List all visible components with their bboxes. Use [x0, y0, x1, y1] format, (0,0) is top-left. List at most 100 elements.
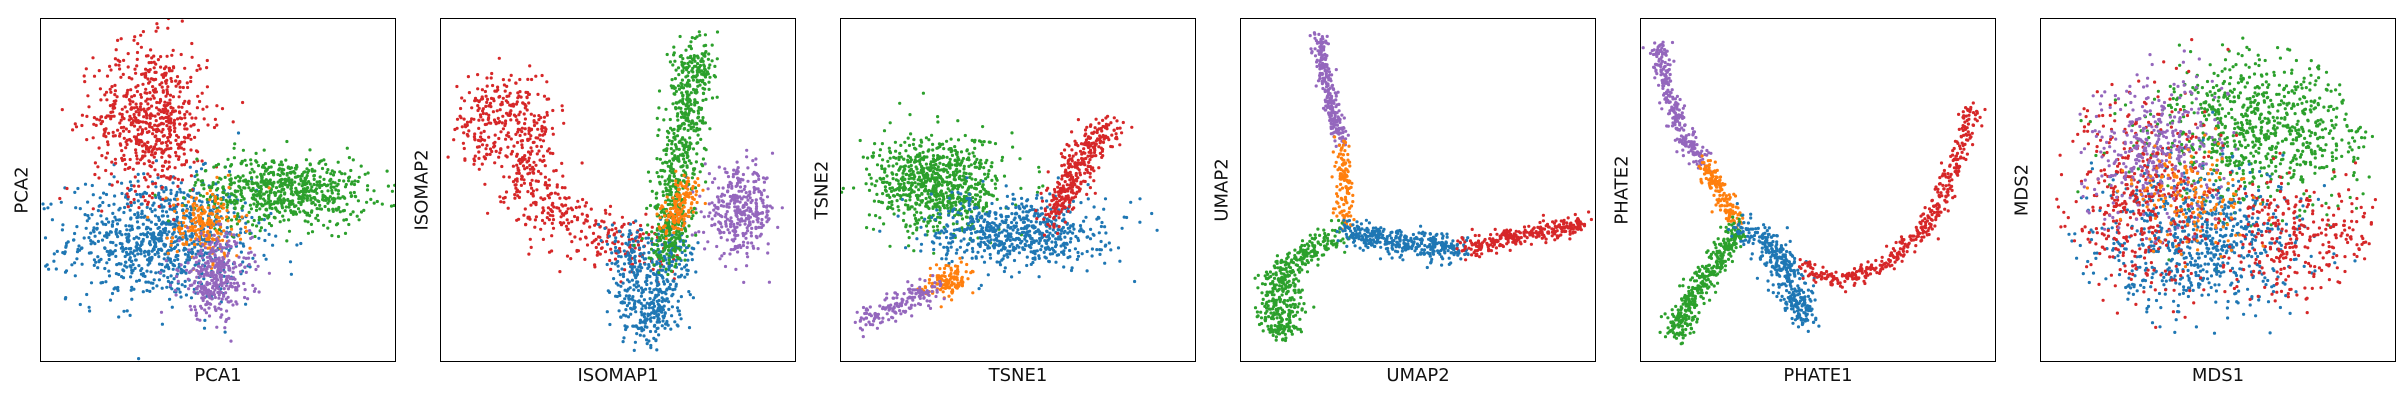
point — [476, 108, 480, 113]
point — [527, 156, 531, 160]
point — [233, 142, 237, 146]
point — [551, 132, 555, 136]
point — [182, 211, 186, 215]
point — [159, 65, 163, 69]
point — [695, 101, 699, 105]
point — [699, 137, 703, 141]
point — [541, 125, 545, 130]
point — [604, 211, 608, 215]
point — [137, 113, 141, 117]
point — [176, 269, 180, 273]
point — [681, 144, 685, 148]
point — [486, 211, 490, 215]
point — [263, 169, 268, 173]
point — [531, 194, 535, 198]
point — [137, 278, 141, 282]
point — [222, 287, 226, 291]
point — [177, 265, 181, 269]
point — [366, 184, 370, 188]
point — [120, 149, 124, 153]
point — [180, 117, 184, 121]
point — [182, 163, 187, 167]
point — [689, 142, 693, 146]
point — [247, 262, 251, 267]
point — [269, 181, 273, 186]
point — [210, 278, 214, 282]
point — [238, 231, 243, 235]
point — [113, 157, 117, 161]
point — [105, 261, 109, 265]
point — [380, 202, 384, 206]
point — [206, 233, 211, 237]
point — [608, 204, 613, 208]
point — [264, 257, 268, 261]
point — [529, 112, 533, 116]
point — [241, 204, 245, 208]
point — [697, 65, 701, 69]
point — [219, 197, 223, 201]
point — [522, 155, 526, 159]
point — [89, 239, 93, 243]
point — [668, 159, 672, 163]
point — [726, 183, 731, 187]
point — [542, 120, 546, 124]
point — [286, 185, 290, 189]
point — [237, 184, 241, 188]
point — [640, 329, 644, 333]
point — [80, 123, 84, 128]
point — [668, 178, 672, 182]
point — [735, 225, 739, 229]
point — [246, 220, 250, 224]
point — [100, 238, 105, 242]
point — [208, 189, 212, 193]
point — [702, 52, 706, 56]
point — [169, 260, 173, 264]
point — [485, 152, 489, 156]
point — [186, 261, 190, 265]
point — [665, 193, 669, 197]
point — [125, 142, 129, 147]
point — [654, 232, 659, 237]
point — [647, 232, 651, 237]
point — [547, 183, 551, 187]
point — [685, 92, 689, 96]
point — [197, 261, 201, 265]
point — [292, 170, 296, 174]
point — [168, 207, 172, 211]
point — [293, 180, 297, 184]
point — [293, 175, 297, 179]
point — [655, 280, 659, 284]
point — [308, 194, 312, 198]
point — [215, 248, 219, 252]
point — [150, 104, 154, 108]
point — [561, 204, 565, 208]
point — [674, 241, 678, 245]
point — [241, 174, 245, 178]
point — [195, 204, 199, 208]
point — [560, 108, 565, 112]
point — [284, 177, 288, 181]
point — [678, 139, 682, 143]
point — [318, 175, 322, 179]
point — [146, 140, 150, 144]
point — [664, 245, 668, 249]
point — [149, 153, 154, 157]
point — [258, 185, 263, 190]
point — [495, 109, 499, 113]
point — [289, 171, 293, 175]
point — [562, 121, 566, 125]
point — [109, 117, 113, 121]
point — [640, 255, 644, 259]
point — [683, 275, 687, 279]
point — [194, 180, 198, 185]
point — [745, 195, 749, 199]
point — [177, 155, 181, 159]
point — [102, 132, 106, 136]
point — [223, 326, 227, 330]
point — [695, 141, 699, 145]
point — [559, 223, 564, 227]
point — [153, 193, 157, 197]
point — [467, 91, 471, 95]
point — [673, 247, 677, 251]
point — [647, 263, 651, 267]
